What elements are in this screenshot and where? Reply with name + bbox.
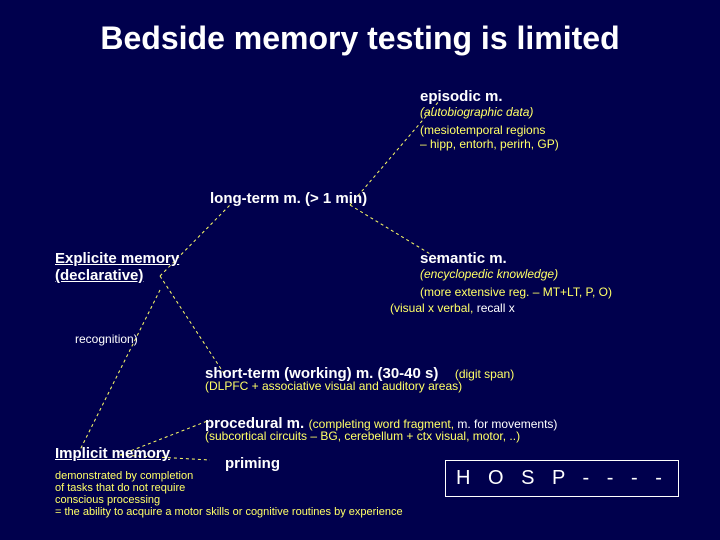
episodic-sub1: (autobiographic data) [420,105,559,119]
recognition-label: recognition) [75,332,138,346]
shortterm-digit: (digit span) [455,367,514,381]
semantic-sub2: (more extensive reg. – MT+LT, P, O) [420,285,612,299]
hosp-box: H O S P - - - - [445,460,679,497]
procedural-sub: (subcortical circuits – BG, cerebellum +… [205,429,557,443]
semantic-sub3-row: (visual x verbal, recall x [390,299,612,317]
explicite-l2: (declarative) [55,267,179,284]
implicit-label: Implicit memory [55,445,170,462]
semantic-sub1: (encyclopedic knowledge) [420,267,612,281]
semantic-label: semantic m. [420,250,612,267]
longterm-label: long-term m. (> 1 min) [210,190,367,207]
semantic-sub3a: (visual x verbal, [390,301,473,315]
explicite-l1: Explicite memory [55,250,179,267]
demo-l4: = the ability to acquire a motor skills … [55,506,403,518]
demo-l2: of tasks that do not require [55,482,403,494]
semantic-sub3b: recall x [473,301,514,315]
episodic-label: episodic m. [420,88,559,105]
priming-label: priming [225,455,280,472]
page-title: Bedside memory testing is limited [0,0,720,57]
episodic-sub2: (mesiotemporal regions [420,123,559,137]
demo-l3: conscious processing [55,494,403,506]
episodic-sub3: – hipp, entorh, perirh, GP) [420,137,559,151]
